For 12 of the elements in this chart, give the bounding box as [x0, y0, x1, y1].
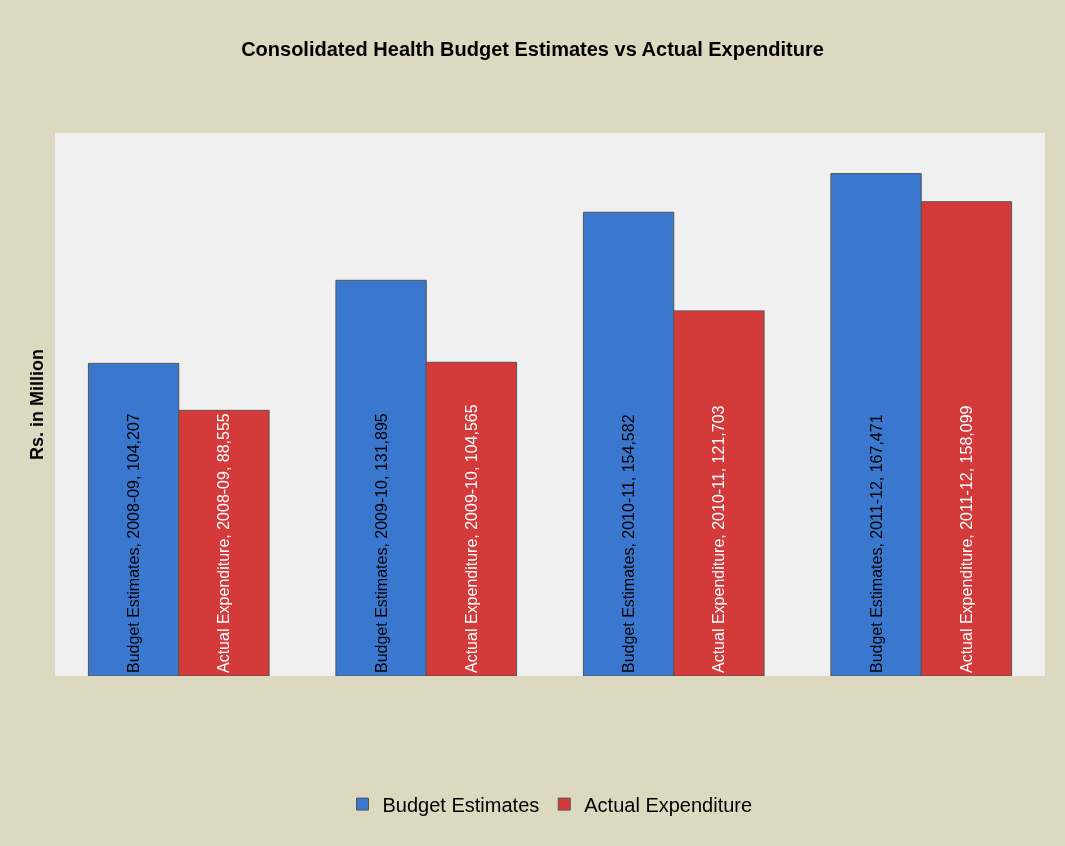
data-label: Actual Expenditure, 2011-12, 158,099	[957, 405, 975, 673]
data-label: Budget Estimates, 2008-09, 104,207	[125, 413, 143, 673]
data-label: Actual Expenditure, 2010-11, 121,703	[710, 405, 728, 673]
y-axis-title: Rs. in Million	[27, 349, 48, 460]
chart-title: Consolidated Health Budget Estimates vs Actual Expenditure	[241, 38, 824, 61]
data-label: Actual Expenditure, 2009-10, 104,565	[462, 404, 480, 673]
data-label: Budget Estimates, 2010-11, 154,582	[620, 414, 638, 673]
legend-label: Actual Expenditure	[584, 793, 753, 816]
data-label: Budget Estimates, 2009-10, 131,895	[372, 413, 390, 673]
data-label: Actual Expenditure, 2008-09, 88,555	[215, 413, 233, 673]
legend-label: Budget Estimates	[382, 793, 540, 816]
data-label: Budget Estimates, 2011-12, 167,471	[867, 414, 885, 673]
